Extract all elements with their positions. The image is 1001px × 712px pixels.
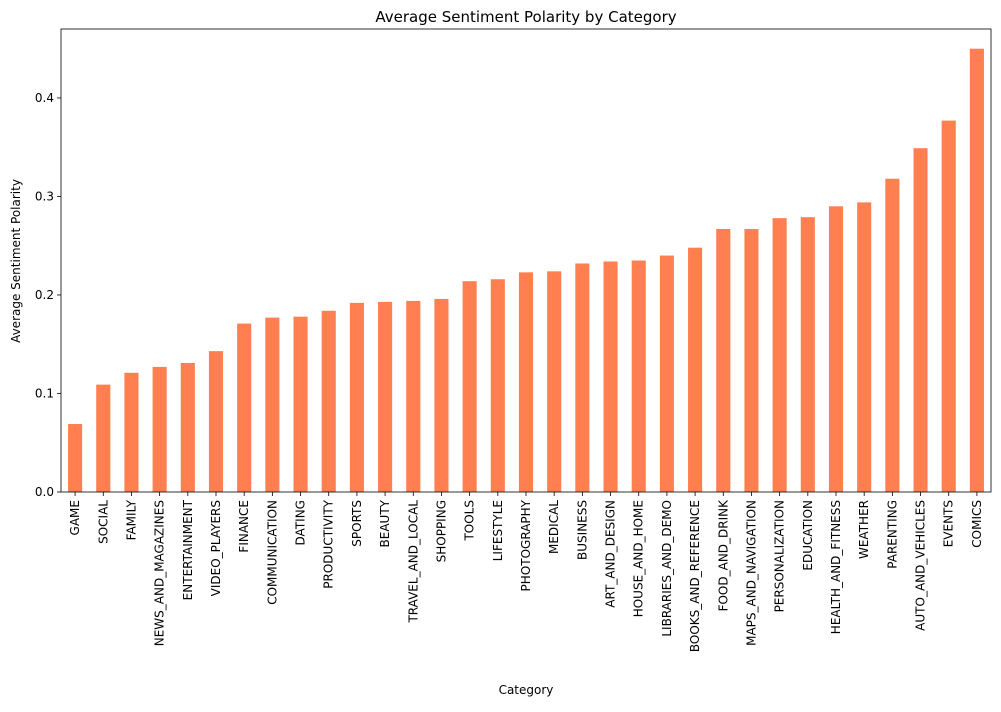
bar-comics: [969, 48, 984, 492]
y-tick-label: 0.1: [35, 386, 54, 400]
bar-beauty: [378, 301, 393, 492]
x-tick-label: SPORTS: [350, 500, 364, 547]
bar-events: [941, 120, 956, 493]
bar-finance: [237, 323, 252, 492]
bar-parenting: [885, 178, 900, 493]
x-tick-label: PRODUCTIVITY: [322, 499, 336, 588]
x-tick-label: AUTO_AND_VEHICLES: [914, 500, 928, 631]
x-tick-label: SHOPPING: [434, 500, 448, 562]
x-ticks-group: GAME SOCIAL FAMILY NEWS_AND_MAGAZINES ENTERT…: [68, 492, 984, 652]
x-tick-label: TOOLS: [463, 500, 477, 542]
bar-maps-and-navigation: [744, 228, 759, 493]
bar-sports: [349, 302, 364, 492]
x-tick-label: DATING: [294, 500, 308, 545]
x-tick-label: PHOTOGRAPHY: [519, 499, 533, 591]
bar-family: [124, 372, 139, 492]
bar-medical: [547, 271, 562, 492]
x-tick-label: TRAVEL_AND_LOCAL: [406, 500, 420, 624]
x-tick-label: NEWS_AND_MAGAZINES: [153, 500, 167, 646]
bar-weather: [857, 202, 872, 492]
plot-frame: [60, 28, 992, 493]
x-tick-label: GAME: [68, 500, 82, 535]
x-tick-label: MEDICAL: [547, 500, 561, 554]
x-tick-label: ENTERTAINMENT: [181, 499, 195, 600]
x-tick-label: FOOD_AND_DRINK: [716, 499, 730, 612]
x-tick-label: COMMUNICATION: [265, 500, 279, 605]
x-tick-label: BOOKS_AND_REFERENCE: [688, 500, 702, 652]
bar-health-and-fitness: [828, 206, 844, 492]
y-axis-label: Average Sentiment Polarity: [9, 179, 23, 343]
bar-house-and-home: [631, 260, 646, 492]
x-tick-label: BEAUTY: [378, 499, 392, 547]
bar-game: [68, 424, 83, 492]
bar-books-and-reference: [688, 247, 703, 492]
x-tick-label: PERSONALIZATION: [773, 500, 787, 612]
bars-group: [68, 48, 984, 493]
y-tick-label: 0.0: [35, 485, 54, 499]
x-tick-label: WEATHER: [857, 500, 871, 559]
bar-shopping: [434, 298, 449, 492]
bar-communication: [265, 317, 280, 492]
bar-tools: [462, 281, 477, 492]
x-tick-label: HOUSE_AND_HOME: [632, 500, 646, 617]
x-tick-label: HEALTH_AND_FITNESS: [829, 500, 843, 634]
x-tick-label: ART_AND_DESIGN: [604, 500, 618, 608]
bar-lifestyle: [490, 279, 505, 492]
bar-libraries-and-demo: [659, 255, 674, 492]
bar-art-and-design: [603, 261, 618, 492]
x-axis-label: Category: [499, 683, 554, 697]
x-tick-label: BUSINESS: [575, 500, 589, 560]
x-tick-label: LIBRARIES_AND_DEMO: [660, 500, 674, 637]
bar-education: [800, 217, 815, 492]
x-tick-label: FAMILY: [124, 499, 138, 540]
bar-personalization: [772, 218, 787, 492]
bar-news-and-magazines: [152, 366, 167, 492]
y-tick-label: 0.4: [35, 91, 54, 105]
x-tick-label: PARENTING: [885, 500, 899, 569]
bar-business: [575, 263, 590, 492]
bar-entertainment: [180, 362, 195, 492]
x-tick-label: FINANCE: [237, 500, 251, 553]
y-ticks-group: 0.0 0.1 0.2 0.3 0.4: [35, 91, 61, 499]
x-tick-label: COMICS: [970, 500, 984, 548]
bar-travel-and-local: [406, 300, 421, 492]
bar-auto-and-vehicles: [913, 148, 928, 492]
x-tick-label: VIDEO_PLAYERS: [209, 500, 223, 596]
y-tick-label: 0.2: [35, 288, 54, 302]
x-tick-label: EDUCATION: [801, 500, 815, 571]
x-tick-label: SOCIAL: [96, 500, 110, 544]
bar-food-and-drink: [716, 228, 731, 493]
x-tick-label: MAPS_AND_NAVIGATION: [744, 500, 758, 646]
bar-photography: [518, 272, 534, 492]
bar-video-players: [208, 351, 224, 492]
y-tick-label: 0.3: [35, 189, 54, 203]
bar-productivity: [321, 310, 336, 492]
chart-title: Average Sentiment Polarity by Category: [375, 8, 676, 26]
x-tick-label: LIFESTYLE: [491, 500, 505, 561]
bar-dating: [293, 316, 308, 492]
x-tick-label: EVENTS: [942, 500, 956, 547]
bar-social: [96, 384, 111, 492]
